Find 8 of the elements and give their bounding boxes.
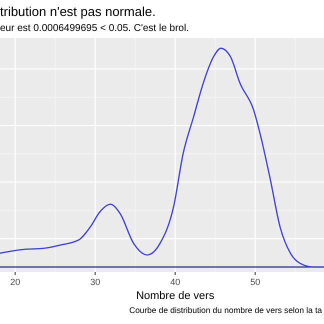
x-tick-label: 40: [170, 277, 180, 287]
chart-subtitle: eur est 0.0006499695 < 0.05. C'est le brol.: [0, 23, 189, 34]
x-tick-label: 20: [10, 277, 20, 287]
text: Courbe de distribution du nombre de vers selon la ta: [129, 305, 322, 315]
chart-title: tribution n'est pas normale.: [0, 4, 156, 19]
x-axis-title: Nombre de vers: [136, 290, 215, 302]
x-tick-label: 30: [90, 277, 100, 287]
x-tick-label: 50: [250, 277, 260, 287]
